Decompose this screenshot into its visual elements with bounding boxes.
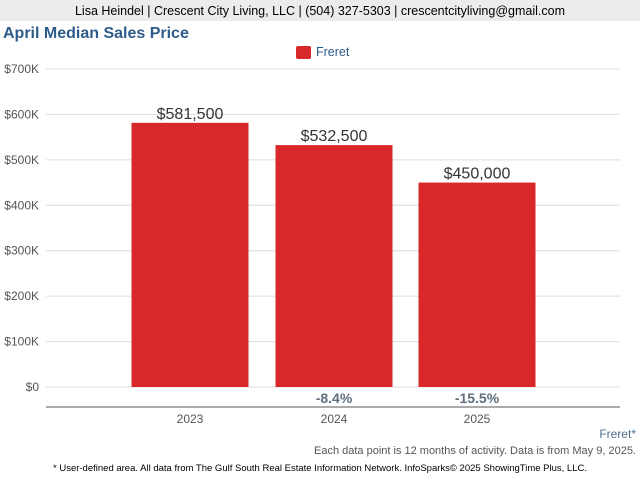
contact-text: Lisa Heindel | Crescent City Living, LLC… xyxy=(74,3,565,18)
legend[interactable]: Freret xyxy=(296,45,349,59)
y-tick-label: $0 xyxy=(26,380,40,394)
contact-header: Lisa Heindel | Crescent City Living, LLC… xyxy=(0,0,640,21)
y-tick-label: $500K xyxy=(4,153,39,167)
chart-title: April Median Sales Price xyxy=(3,25,189,42)
legend-swatch-freret xyxy=(296,45,311,59)
y-tick-label: $400K xyxy=(4,198,39,212)
y-tick-label: $100K xyxy=(4,335,39,349)
data-note: Each data point is 12 months of activity… xyxy=(313,445,636,457)
legend-label-freret: Freret xyxy=(316,45,350,59)
x-tick-label: 2024 xyxy=(321,412,348,426)
value-label: $450,000 xyxy=(444,166,511,183)
bar-2023[interactable] xyxy=(131,122,249,387)
source-note: * User-defined area. All data from The G… xyxy=(53,463,587,474)
y-tick-label: $600K xyxy=(4,107,39,121)
change-label: -8.4% xyxy=(316,390,353,406)
change-label: -15.5% xyxy=(455,390,500,406)
bar-2024[interactable] xyxy=(275,145,393,387)
bar-2025[interactable] xyxy=(418,182,536,387)
y-tick-label: $700K xyxy=(4,62,39,76)
area-tag[interactable]: Freret* xyxy=(599,427,636,441)
x-tick-label: 2023 xyxy=(177,412,204,426)
y-tick-label: $300K xyxy=(4,244,39,258)
y-tick-label: $200K xyxy=(4,289,39,303)
x-tick-label: 2025 xyxy=(464,412,491,426)
value-label: $532,500 xyxy=(301,128,368,145)
value-label: $581,500 xyxy=(157,106,224,123)
